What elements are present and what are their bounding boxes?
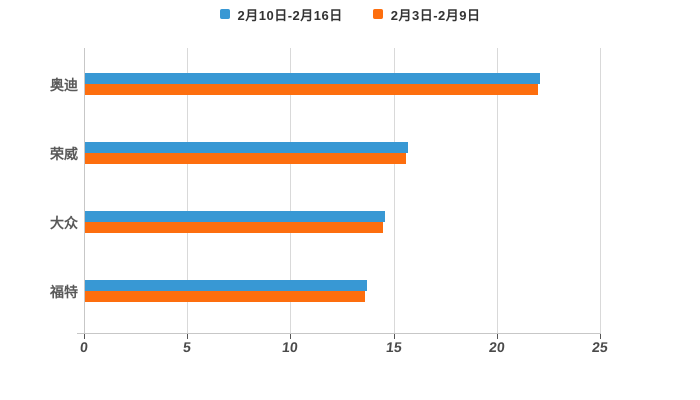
x-tick-label-10: 10: [281, 339, 299, 355]
x-axis-tick-25: [600, 334, 601, 339]
gridline-10: [290, 48, 291, 333]
category-label-volkswagen: 大众: [50, 215, 78, 231]
x-axis-tick-10: [290, 334, 291, 339]
legend-label-feb10-16: 2月10日-2月16日: [237, 7, 343, 23]
category-label-ford: 福特: [50, 284, 78, 300]
bar-feb10-16-audi[interactable]: [84, 73, 540, 84]
bar-feb10-16-ford[interactable]: [84, 280, 367, 291]
x-axis-tick-15: [394, 334, 395, 339]
x-tick-label-25: 25: [591, 339, 609, 355]
x-axis-tick-0: [84, 334, 85, 339]
bar-feb10-16-volkswagen[interactable]: [84, 211, 385, 222]
y-axis-line: [84, 48, 85, 333]
x-tick-label-15: 15: [385, 339, 403, 355]
category-label-audi: 奥迪: [50, 77, 78, 93]
legend-item-feb10-16[interactable]: 2月10日-2月16日: [219, 5, 343, 24]
gridline-5: [187, 48, 188, 333]
legend-label-feb3-9: 2月3日-2月9日: [390, 7, 481, 23]
bar-feb3-9-volkswagen[interactable]: [84, 222, 383, 233]
gridline-20: [497, 48, 498, 333]
x-tick-label-20: 20: [488, 339, 506, 355]
x-tick-label-0: 0: [79, 339, 89, 355]
legend: 2月10日-2月16日 2月3日-2月9日: [0, 4, 700, 24]
legend-swatch-blue-icon: [219, 9, 230, 19]
bar-feb3-9-roewe[interactable]: [84, 153, 406, 164]
x-axis-line: [77, 333, 601, 334]
x-tick-label-5: 5: [182, 339, 192, 355]
bar-feb10-16-roewe[interactable]: [84, 142, 408, 153]
category-label-roewe: 荣威: [50, 146, 78, 162]
gridline-25: [600, 48, 601, 333]
x-axis-tick-5: [187, 334, 188, 339]
bar-feb3-9-ford[interactable]: [84, 291, 365, 302]
legend-swatch-orange-icon: [372, 9, 383, 19]
legend-item-feb3-9[interactable]: 2月3日-2月9日: [372, 5, 481, 24]
bar-feb3-9-audi[interactable]: [84, 84, 538, 95]
x-axis-tick-20: [497, 334, 498, 339]
gridline-15: [394, 48, 395, 333]
